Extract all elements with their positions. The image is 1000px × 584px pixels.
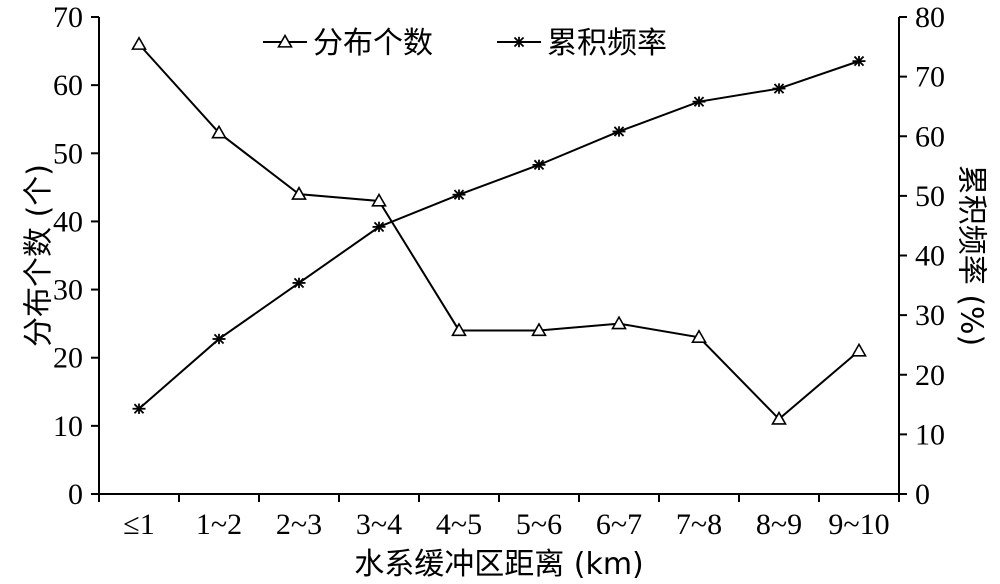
x-tick-label: ≤1 xyxy=(123,508,154,541)
x-axis-title: 水系缓冲区距离 (km) xyxy=(354,547,644,582)
asterisk-marker xyxy=(212,333,226,345)
triangle-marker xyxy=(451,322,467,337)
x-tick-label: 4~5 xyxy=(436,508,482,541)
right-y-tick-label: 30 xyxy=(915,299,945,332)
asterisk-marker xyxy=(372,221,386,233)
left-y-tick-label: 60 xyxy=(53,69,83,102)
x-tick-label: 5~6 xyxy=(516,508,562,541)
triangle-marker xyxy=(531,322,547,337)
left-y-tick-label: 10 xyxy=(53,410,83,443)
asterisk-marker xyxy=(772,83,786,94)
right-y-tick-label: 60 xyxy=(915,120,945,153)
asterisk-marker xyxy=(692,96,706,107)
x-axis-ticks: ≤1 1~2 2~3 3~4 4~5 5~6 6~7 7~8 8~9 9~10 xyxy=(98,494,900,541)
right-y-axis-ticks: 0 10 20 30 40 50 60 70 80 xyxy=(899,1,945,511)
x-tick-label: 1~2 xyxy=(196,508,242,541)
triangle-marker xyxy=(277,33,293,48)
asterisk-marker xyxy=(532,159,546,171)
left-y-tick-label: 40 xyxy=(53,205,83,238)
right-y-tick-label: 70 xyxy=(915,61,945,94)
asterisk-marker xyxy=(292,277,306,289)
right-y-axis-title: 累积频率 (%) xyxy=(954,165,989,346)
legend-item: 分布个数 xyxy=(263,26,433,61)
x-tick-label: 2~3 xyxy=(276,508,322,541)
x-tick-label: 8~9 xyxy=(756,508,802,541)
asterisk-marker xyxy=(612,126,626,137)
triangle-marker xyxy=(771,410,787,425)
left-y-tick-label: 70 xyxy=(53,1,83,34)
triangle-marker xyxy=(371,192,387,207)
left-y-tick-label: 0 xyxy=(68,478,83,511)
series-1 xyxy=(131,36,867,425)
left-y-axis-ticks: 0 10 20 30 40 50 60 70 xyxy=(53,1,99,511)
triangle-marker xyxy=(691,329,707,343)
x-tick-label: 7~8 xyxy=(676,508,722,541)
left-y-axis-title: 分布个数 (个) xyxy=(22,164,57,347)
legend: 分布个数 累积频率 xyxy=(263,26,667,61)
right-y-tick-label: 80 xyxy=(915,1,945,34)
x-tick-label: 6~7 xyxy=(596,508,642,541)
triangle-marker xyxy=(211,124,227,139)
asterisk-marker xyxy=(512,36,526,48)
triangle-marker xyxy=(291,186,307,200)
legend-item: 累积频率 xyxy=(497,26,667,61)
right-y-tick-label: 40 xyxy=(915,240,945,273)
triangle-marker xyxy=(131,36,147,50)
series-line xyxy=(138,43,860,421)
right-y-tick-label: 0 xyxy=(915,478,930,511)
x-tick-label: 9~10 xyxy=(828,508,889,541)
left-y-tick-label: 20 xyxy=(53,342,83,375)
legend-label: 分布个数 xyxy=(313,26,433,61)
legend-label: 累积频率 xyxy=(547,26,667,61)
x-tick-label: 3~4 xyxy=(356,508,402,541)
asterisk-marker xyxy=(852,55,866,67)
asterisk-marker xyxy=(452,189,466,200)
asterisk-marker xyxy=(132,403,146,414)
triangle-marker xyxy=(851,342,867,357)
series-2 xyxy=(132,55,866,414)
right-y-tick-label: 10 xyxy=(915,418,945,451)
left-y-tick-label: 50 xyxy=(53,137,83,170)
left-y-tick-label: 30 xyxy=(53,274,83,307)
right-y-tick-label: 50 xyxy=(915,180,945,213)
triangle-marker xyxy=(611,315,627,330)
series-line xyxy=(138,60,860,410)
right-y-tick-label: 20 xyxy=(915,359,945,392)
series-layer xyxy=(131,36,867,425)
